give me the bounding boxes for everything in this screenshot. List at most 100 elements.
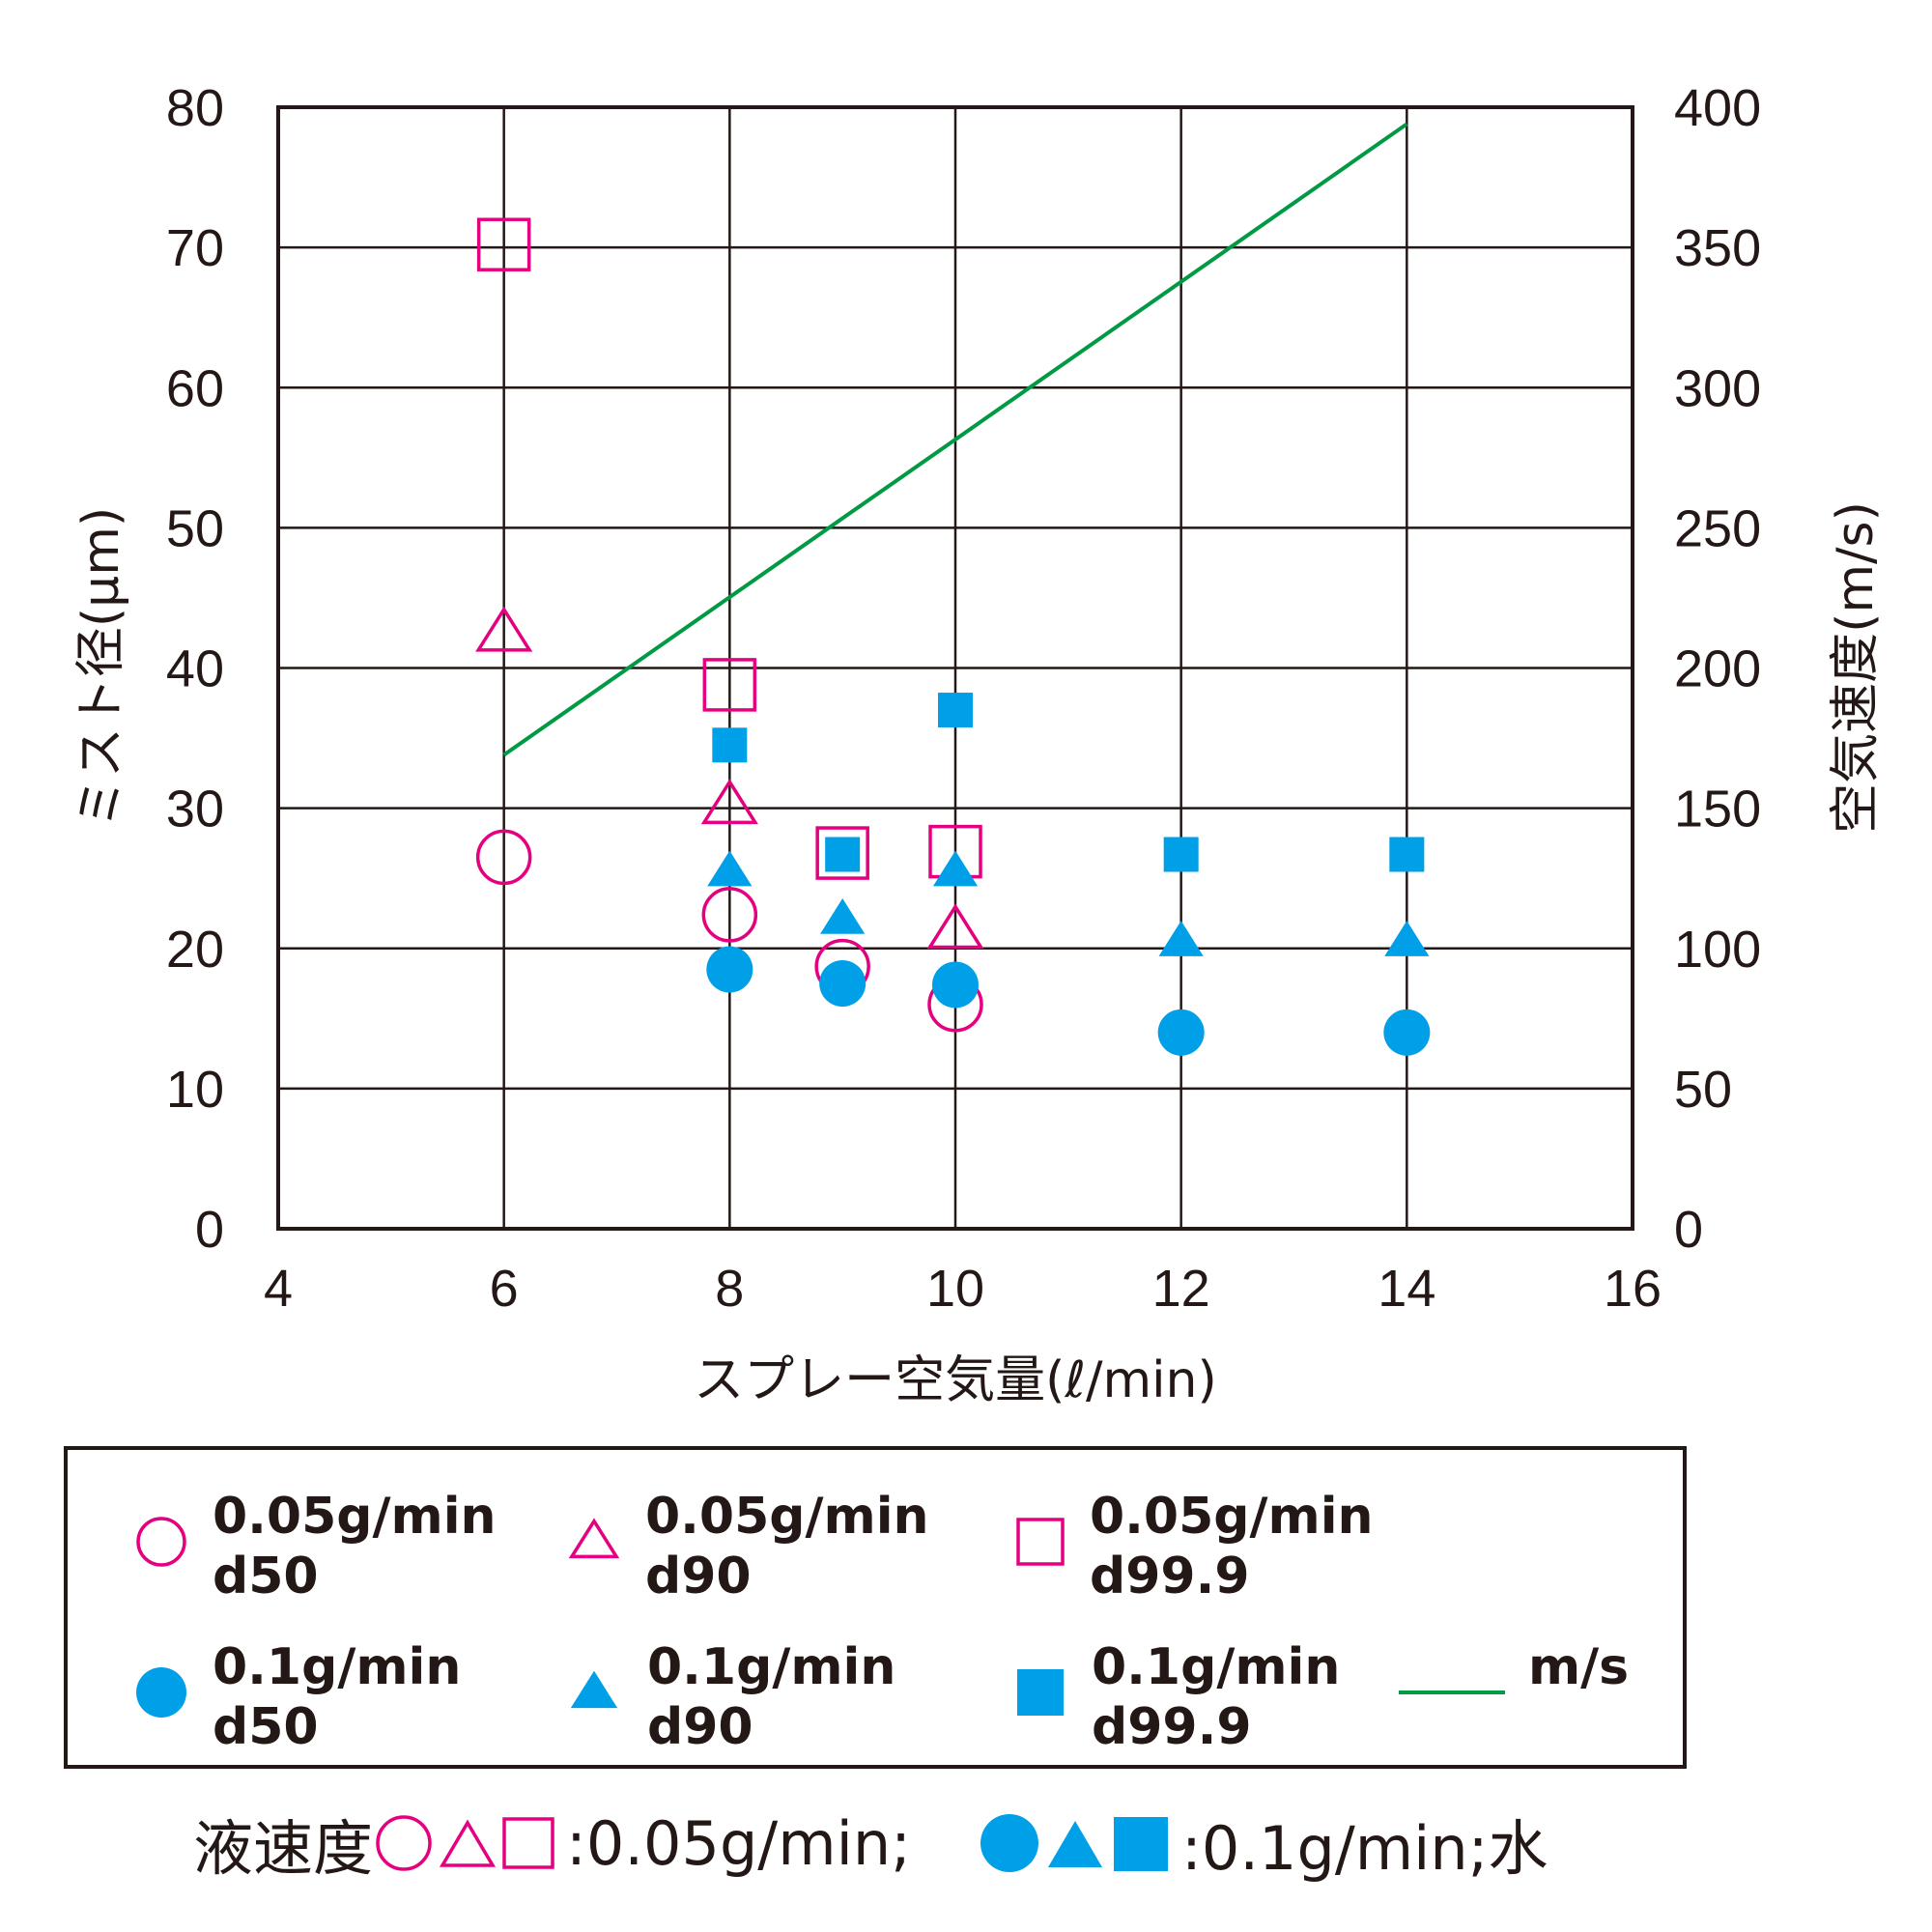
legend-label-line2: d99.9 [1092,1698,1252,1756]
data-point-triangle [475,606,533,652]
series-m-s [502,122,1408,757]
x-tick-label: 10 [926,1260,984,1318]
data-point-triangle [820,897,866,934]
legend-label-line2: d50 [213,1548,319,1605]
footnote-filled-triangle-icon [1048,1821,1102,1867]
legend-marker-square-icon [1017,1669,1064,1716]
footnote-filled-markers [980,1814,1168,1872]
legend-label-line1: 0.1g/min [647,1638,896,1696]
footnote: 液速度 :0.05g/min; :0.1g/min;水 [193,1804,1548,1885]
data-point-triangle [707,850,753,887]
data-point-triangle [932,850,979,887]
series-0-1g-min-d50 [706,946,1431,1056]
legend-label: 0.05g/min d50 [213,1487,497,1606]
y2-tick-label: 250 [1674,499,1761,557]
grid-lines [278,107,1633,1229]
data-point-square [815,826,869,880]
footnote-open-triangle-icon [439,1819,497,1867]
legend-marker-circle-icon [136,1517,186,1567]
legend-label-line1: 0.1g/min [1092,1638,1341,1696]
data-point-circle [819,960,867,1008]
y2-tick-label: 0 [1674,1201,1703,1259]
legend-marker-circle-icon [136,1667,186,1718]
x-axis-ticks: 4 6 8 10 12 14 16 [264,1260,1662,1318]
legend-label: 0.05g/min d90 [645,1487,929,1606]
y-tick-label: 80 [166,79,224,137]
y2-tick-label: 100 [1674,921,1761,979]
legend-label-line2: d99.9 [1090,1548,1250,1605]
footnote-filled-square-icon [1114,1817,1168,1871]
legend-marker-line-icon [1399,1690,1505,1694]
legend-label: 0.05g/min d99.9 [1090,1487,1374,1606]
series-0-1g-min-d90 [707,850,1430,956]
y-tick-label: 40 [166,640,224,698]
y-tick-label: 20 [166,921,224,979]
legend-label-line1: 0.05g/min [1090,1488,1374,1546]
y2-tick-label: 300 [1674,359,1761,417]
mist-diameter-chart: 0 10 20 30 40 50 60 70 80 0 50 100 150 200 250 300 350 4… [72,79,1885,1409]
series-0-05g-min-d90 [475,606,984,950]
y2-axis-title: 空気速度(m/s) [1827,501,1885,834]
data-point-circle [932,961,979,1009]
y-tick-label: 0 [195,1201,224,1259]
legend-marker-square-icon [1016,1518,1065,1566]
data-point-circle [706,946,753,993]
footnote-filled-circle-icon [980,1814,1038,1872]
legend-symbol [136,1667,186,1718]
legend-symbol [1016,1518,1065,1566]
legend-symbol [136,1517,186,1567]
legend-symbol [570,1670,618,1709]
footnote-open-circle-icon [376,1815,432,1871]
x-axis-title: スプレー空気量(ℓ/min) [694,1351,1217,1409]
x-tick-label: 14 [1378,1260,1435,1318]
legend: 0.05g/min d50 0.05g/min d90 0.05g/min d99.9 0.… [64,1446,1687,1769]
x-tick-label: 12 [1152,1260,1210,1318]
legend-label-line1: m/s [1528,1638,1630,1696]
y2-tick-label: 50 [1674,1061,1732,1119]
legend-label-line1: 0.05g/min [645,1488,929,1546]
x-tick-label: 16 [1604,1260,1662,1318]
legend-symbol [568,1518,620,1559]
y-tick-label: 10 [166,1061,224,1119]
y-tick-label: 50 [166,499,224,557]
x-tick-label: 6 [490,1260,519,1318]
legend-label-line2: d90 [647,1698,753,1756]
footnote-open-markers [376,1815,554,1871]
data-point-circle [1157,1009,1205,1056]
data-point-square [1389,837,1425,872]
right-axis-ticks: 0 50 100 150 200 250 300 350 400 [1674,79,1761,1259]
legend-marker-triangle-icon [570,1670,618,1709]
series-layer [475,122,1431,1056]
data-point-square [712,727,748,763]
y-tick-label: 30 [166,781,224,838]
footnote-text-1: :0.05g/min; [566,1807,911,1879]
legend-marker-triangle-icon [568,1518,620,1559]
legend-label-line2: d90 [645,1548,752,1605]
data-point-triangle [1158,921,1204,956]
footnote-text-2: :0.1g/min;水 [1181,1813,1548,1884]
footnote-prefix: 液速度 [193,1813,374,1884]
y2-tick-label: 200 [1674,640,1761,698]
data-point-square [938,693,973,728]
x-tick-label: 8 [715,1260,744,1318]
data-point-square [825,837,861,872]
legend-label-line2: d50 [213,1698,319,1756]
x-tick-label: 4 [264,1260,293,1318]
legend-label-line1: 0.1g/min [213,1638,462,1696]
left-axis-ticks: 0 10 20 30 40 50 60 70 80 [166,79,224,1259]
y-axis-title: ミスト径(μm) [72,507,130,828]
legend-label: m/s [1528,1637,1629,1697]
y2-tick-label: 400 [1674,79,1761,137]
legend-label-line1: 0.05g/min [213,1488,497,1546]
data-point-circle [475,829,532,886]
y-tick-label: 70 [166,219,224,277]
data-point-triangle [1384,921,1430,956]
legend-label: 0.1g/min d99.9 [1092,1637,1340,1757]
footnote-open-square-icon [502,1817,554,1869]
y2-tick-label: 350 [1674,219,1761,277]
legend-label: 0.1g/min d50 [213,1637,461,1757]
data-point-circle [701,887,758,943]
data-point-square [476,217,531,271]
series-0-1g-min-d99-9 [712,693,1425,872]
velocity-line [502,122,1408,757]
